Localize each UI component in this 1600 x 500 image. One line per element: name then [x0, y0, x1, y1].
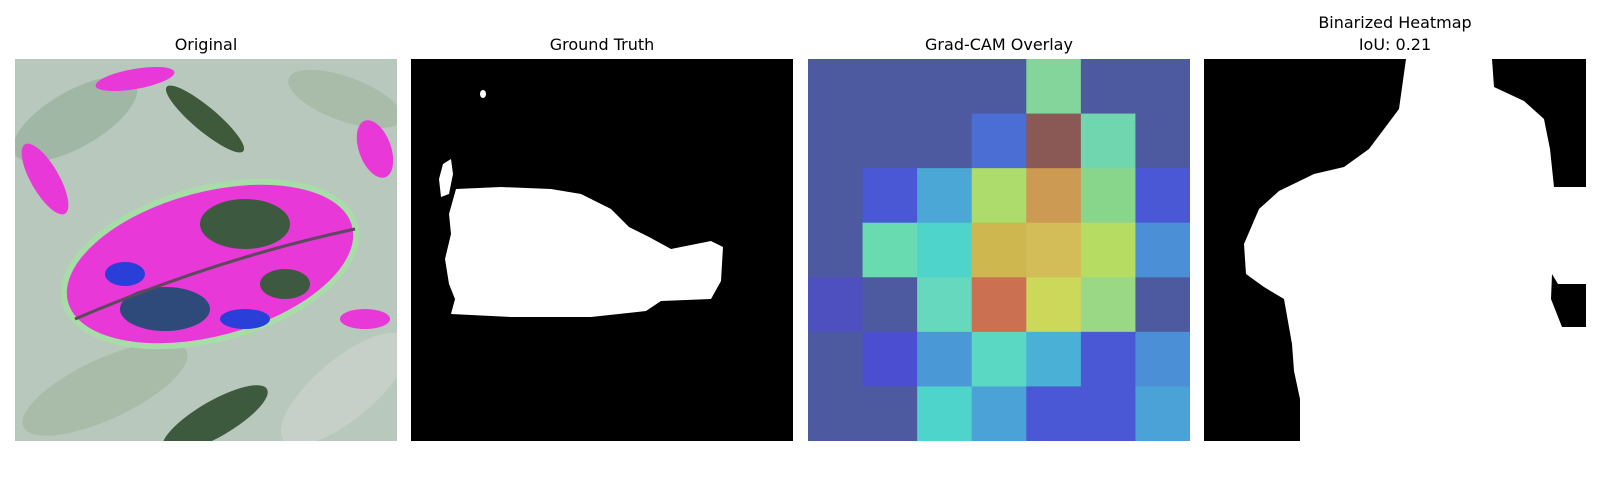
gradcam-cell [1135, 277, 1190, 333]
gradcam-cell [917, 59, 973, 115]
gradcam-cell [917, 277, 973, 333]
gradcam-cell [971, 331, 1027, 387]
gradcam-cell [1026, 168, 1082, 224]
panel-gradcam-overlay: Grad-CAM Overlay [808, 0, 1190, 500]
gradcam-cell [862, 386, 918, 441]
gradcam-cell [862, 59, 918, 115]
gradcam-cell [1026, 113, 1082, 169]
panel-title-ground-truth: Ground Truth [549, 35, 655, 54]
gradcam-cell [971, 113, 1027, 169]
original-leaf-image [15, 59, 397, 441]
gradcam-cell [862, 277, 918, 333]
gradcam-cell [1080, 331, 1136, 387]
ground-truth-mask-image [411, 59, 793, 441]
gradcam-cell [971, 277, 1027, 333]
gradcam-cell [917, 331, 973, 387]
binarized-heatmap-image [1204, 59, 1586, 441]
gradcam-cell [1026, 277, 1082, 333]
gradcam-cell [1080, 113, 1136, 169]
gradcam-cell [1080, 222, 1136, 278]
gradcam-cell [1026, 59, 1082, 115]
gradcam-cell [1135, 222, 1190, 278]
gradcam-cell [1080, 168, 1136, 224]
gradcam-cell [1135, 386, 1190, 441]
gradcam-cell [1135, 331, 1190, 387]
gradcam-overlay-image [808, 59, 1190, 441]
gradcam-cell [1135, 59, 1190, 115]
gradcam-cell [808, 386, 864, 441]
gradcam-cell [808, 222, 864, 278]
gradcam-cell [1080, 386, 1136, 441]
gradcam-cell [862, 331, 918, 387]
gradcam-cell [971, 59, 1027, 115]
gradcam-cell [971, 168, 1027, 224]
panel-title-gradcam-overlay: Grad-CAM Overlay [925, 35, 1073, 54]
gradcam-cell [808, 331, 864, 387]
gradcam-cell [1135, 168, 1190, 224]
gradcam-cell [917, 222, 973, 278]
gradcam-cell [1026, 386, 1082, 441]
gradcam-cell [917, 113, 973, 169]
gradcam-cell [862, 168, 918, 224]
panel-original: Original [15, 0, 397, 500]
panel-ground-truth: Ground Truth [411, 0, 793, 500]
gradcam-cell [808, 277, 864, 333]
gradcam-cell [971, 386, 1027, 441]
gradcam-cell [971, 222, 1027, 278]
gradcam-cell [1026, 222, 1082, 278]
gradcam-cell [1080, 59, 1136, 115]
gradcam-cell [808, 59, 864, 115]
gradcam-cell [917, 386, 973, 441]
gradcam-cell [808, 113, 864, 169]
gradcam-cell [862, 222, 918, 278]
gradcam-cell [917, 168, 973, 224]
iou-label: IoU: 0.21 [1358, 35, 1432, 54]
panel-title-binarized-heatmap: Binarized Heatmap [1318, 13, 1472, 32]
gradcam-cell [1026, 331, 1082, 387]
gradcam-cell [1135, 113, 1190, 169]
panel-binarized-heatmap: Binarized Heatmap IoU: 0.21 [1204, 0, 1586, 500]
gradcam-cell [808, 168, 864, 224]
gradcam-cell [862, 113, 918, 169]
gradcam-cell [1080, 277, 1136, 333]
panel-title-original: Original [174, 35, 238, 54]
